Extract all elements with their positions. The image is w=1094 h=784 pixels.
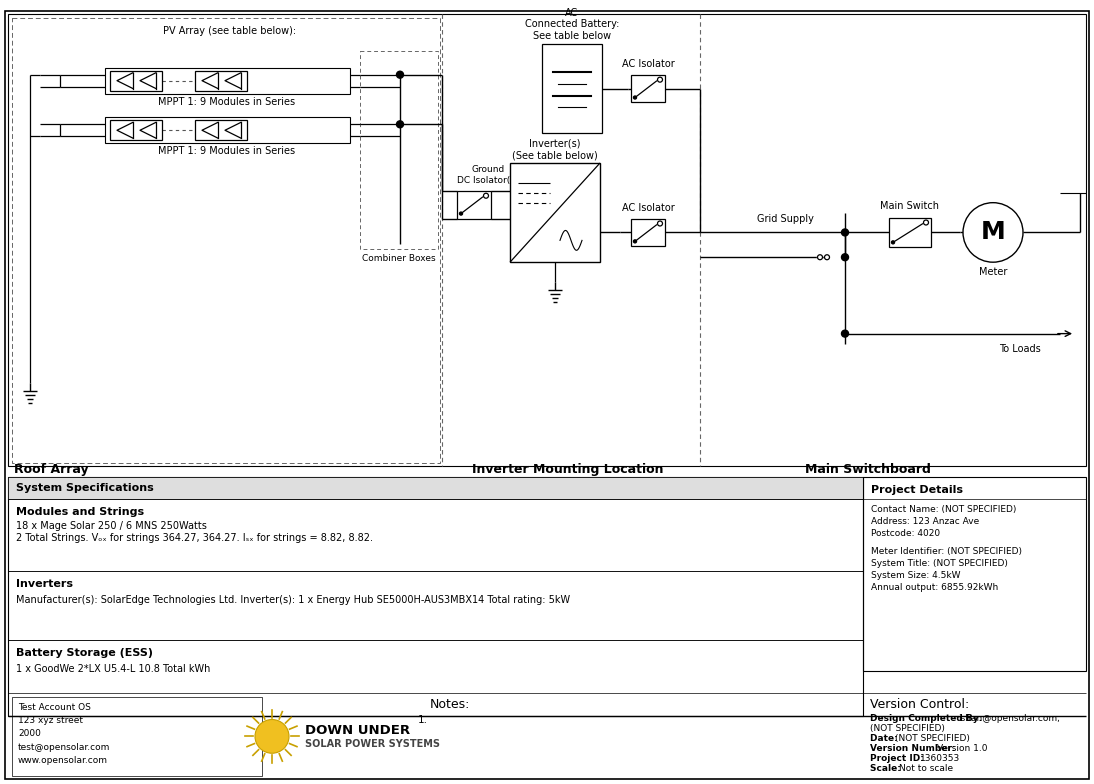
Text: Design Completed By:: Design Completed By:: [870, 713, 986, 723]
Circle shape: [255, 720, 289, 753]
Text: Scale:: Scale:: [870, 764, 904, 773]
Bar: [110, 120, 162, 140]
Text: +: +: [568, 52, 577, 62]
Circle shape: [963, 203, 1023, 262]
Bar: [889, 217, 931, 247]
Text: Version Number:: Version Number:: [870, 744, 958, 753]
Text: Address: 123 Anzac Ave: Address: 123 Anzac Ave: [871, 517, 979, 526]
Bar: [110, 71, 162, 91]
Text: 2 Total Strings. Vₒₓ for strings 364.27, 364.27. Iₛₓ for strings = 8.82, 8.82.: 2 Total Strings. Vₒₓ for strings 364.27,…: [16, 533, 373, 543]
Bar: [12, 697, 261, 776]
Circle shape: [817, 255, 823, 260]
Text: AC Isolator: AC Isolator: [621, 59, 674, 69]
Text: (NOT SPECIFIED): (NOT SPECIFIED): [895, 735, 970, 743]
Bar: [631, 219, 665, 246]
Text: Annual output: 6855.92kWh: Annual output: 6855.92kWh: [871, 583, 998, 592]
Text: Version Control:: Version Control:: [870, 698, 969, 710]
Text: Main Switch: Main Switch: [881, 201, 940, 211]
Text: 18 x Mage Solar 250 / 6 MNS 250Watts: 18 x Mage Solar 250 / 6 MNS 250Watts: [16, 521, 207, 531]
Text: Meter: Meter: [979, 267, 1008, 278]
Text: PV Array (see table below):: PV Array (see table below):: [163, 26, 296, 36]
Bar: [8, 477, 863, 499]
Text: 1.: 1.: [418, 714, 428, 724]
Text: Inverter Mounting Location: Inverter Mounting Location: [473, 463, 664, 476]
Text: DOWN UNDER: DOWN UNDER: [305, 724, 410, 738]
Bar: [12, 18, 440, 463]
Bar: [8, 477, 863, 716]
Text: 1 x GoodWe 2*LX U5.4-L 10.8 Total kWh: 1 x GoodWe 2*LX U5.4-L 10.8 Total kWh: [16, 664, 210, 674]
Text: −: −: [567, 115, 578, 129]
Bar: [8, 641, 863, 716]
Text: Postcode: 4020: Postcode: 4020: [871, 529, 940, 538]
Bar: [195, 71, 247, 91]
Text: Inverter(s)
(See table below): Inverter(s) (See table below): [512, 139, 598, 160]
Circle shape: [841, 229, 849, 236]
Text: Combiner Boxes: Combiner Boxes: [362, 254, 435, 263]
Circle shape: [841, 330, 849, 337]
Circle shape: [633, 240, 637, 243]
Bar: [457, 191, 491, 219]
Bar: [542, 44, 602, 133]
Text: Manufacturer(s): SolarEdge Technologies Ltd. Inverter(s): 1 x Energy Hub SE5000H: Manufacturer(s): SolarEdge Technologies …: [16, 594, 570, 604]
Bar: [8, 499, 863, 571]
Circle shape: [825, 255, 829, 260]
Text: www.opensolar.com: www.opensolar.com: [18, 757, 108, 765]
Bar: [863, 477, 1086, 671]
Bar: [360, 51, 438, 249]
Bar: [631, 74, 665, 103]
Text: Date:: Date:: [870, 735, 900, 743]
Text: Main Switchboard: Main Switchboard: [805, 463, 931, 476]
Bar: [105, 118, 350, 143]
Text: MPPT 1: 9 Modules in Series: MPPT 1: 9 Modules in Series: [159, 96, 295, 107]
Bar: [195, 120, 247, 140]
Text: Battery Storage (ESS): Battery Storage (ESS): [16, 648, 153, 658]
Text: Project ID:: Project ID:: [870, 754, 927, 764]
Text: Meter Identifier: (NOT SPECIFIED): Meter Identifier: (NOT SPECIFIED): [871, 547, 1022, 556]
Circle shape: [825, 255, 829, 260]
Text: Version 1.0: Version 1.0: [938, 744, 988, 753]
Text: test@opensolar.com: test@opensolar.com: [18, 742, 110, 752]
Text: MPPT 1: 9 Modules in Series: MPPT 1: 9 Modules in Series: [159, 146, 295, 156]
Text: System Specifications: System Specifications: [16, 484, 154, 493]
Circle shape: [817, 255, 823, 260]
Circle shape: [633, 96, 637, 99]
Text: Project Details: Project Details: [871, 485, 963, 495]
Circle shape: [841, 254, 849, 261]
Text: Inverters: Inverters: [16, 579, 73, 589]
Text: Modules and Strings: Modules and Strings: [16, 507, 144, 517]
Bar: [8, 14, 1086, 466]
Text: 2000: 2000: [18, 729, 40, 739]
Circle shape: [892, 241, 895, 244]
Circle shape: [396, 121, 404, 128]
Text: Grid Supply: Grid Supply: [757, 215, 814, 224]
Text: Notes:: Notes:: [430, 698, 470, 710]
Circle shape: [396, 71, 404, 78]
Text: M: M: [980, 220, 1005, 245]
Bar: [510, 163, 600, 262]
Text: 123 xyz street: 123 xyz street: [18, 716, 83, 725]
Text: AC
Connected Battery:
See table below: AC Connected Battery: See table below: [525, 8, 619, 41]
Text: AC Isolator: AC Isolator: [621, 202, 674, 212]
Text: System Title: (NOT SPECIFIED): System Title: (NOT SPECIFIED): [871, 559, 1008, 568]
Text: System Size: 4.5kW: System Size: 4.5kW: [871, 571, 961, 579]
Text: Contact Name: (NOT SPECIFIED): Contact Name: (NOT SPECIFIED): [871, 505, 1016, 514]
Text: Test Account OS: Test Account OS: [18, 702, 91, 712]
Text: ishan@opensolar.com,: ishan@opensolar.com,: [958, 713, 1060, 723]
Text: To Loads: To Loads: [999, 343, 1040, 354]
Text: Not to scale: Not to scale: [899, 764, 954, 773]
Text: SOLAR POWER SYSTEMS: SOLAR POWER SYSTEMS: [305, 739, 440, 750]
Circle shape: [459, 212, 463, 215]
Text: Roof Array: Roof Array: [14, 463, 89, 476]
Bar: [8, 571, 863, 641]
Text: 1360353: 1360353: [920, 754, 961, 764]
Text: Ground
DC Isolator(s): Ground DC Isolator(s): [457, 165, 519, 185]
Text: (NOT SPECIFIED): (NOT SPECIFIED): [870, 724, 945, 734]
Bar: [105, 67, 350, 93]
